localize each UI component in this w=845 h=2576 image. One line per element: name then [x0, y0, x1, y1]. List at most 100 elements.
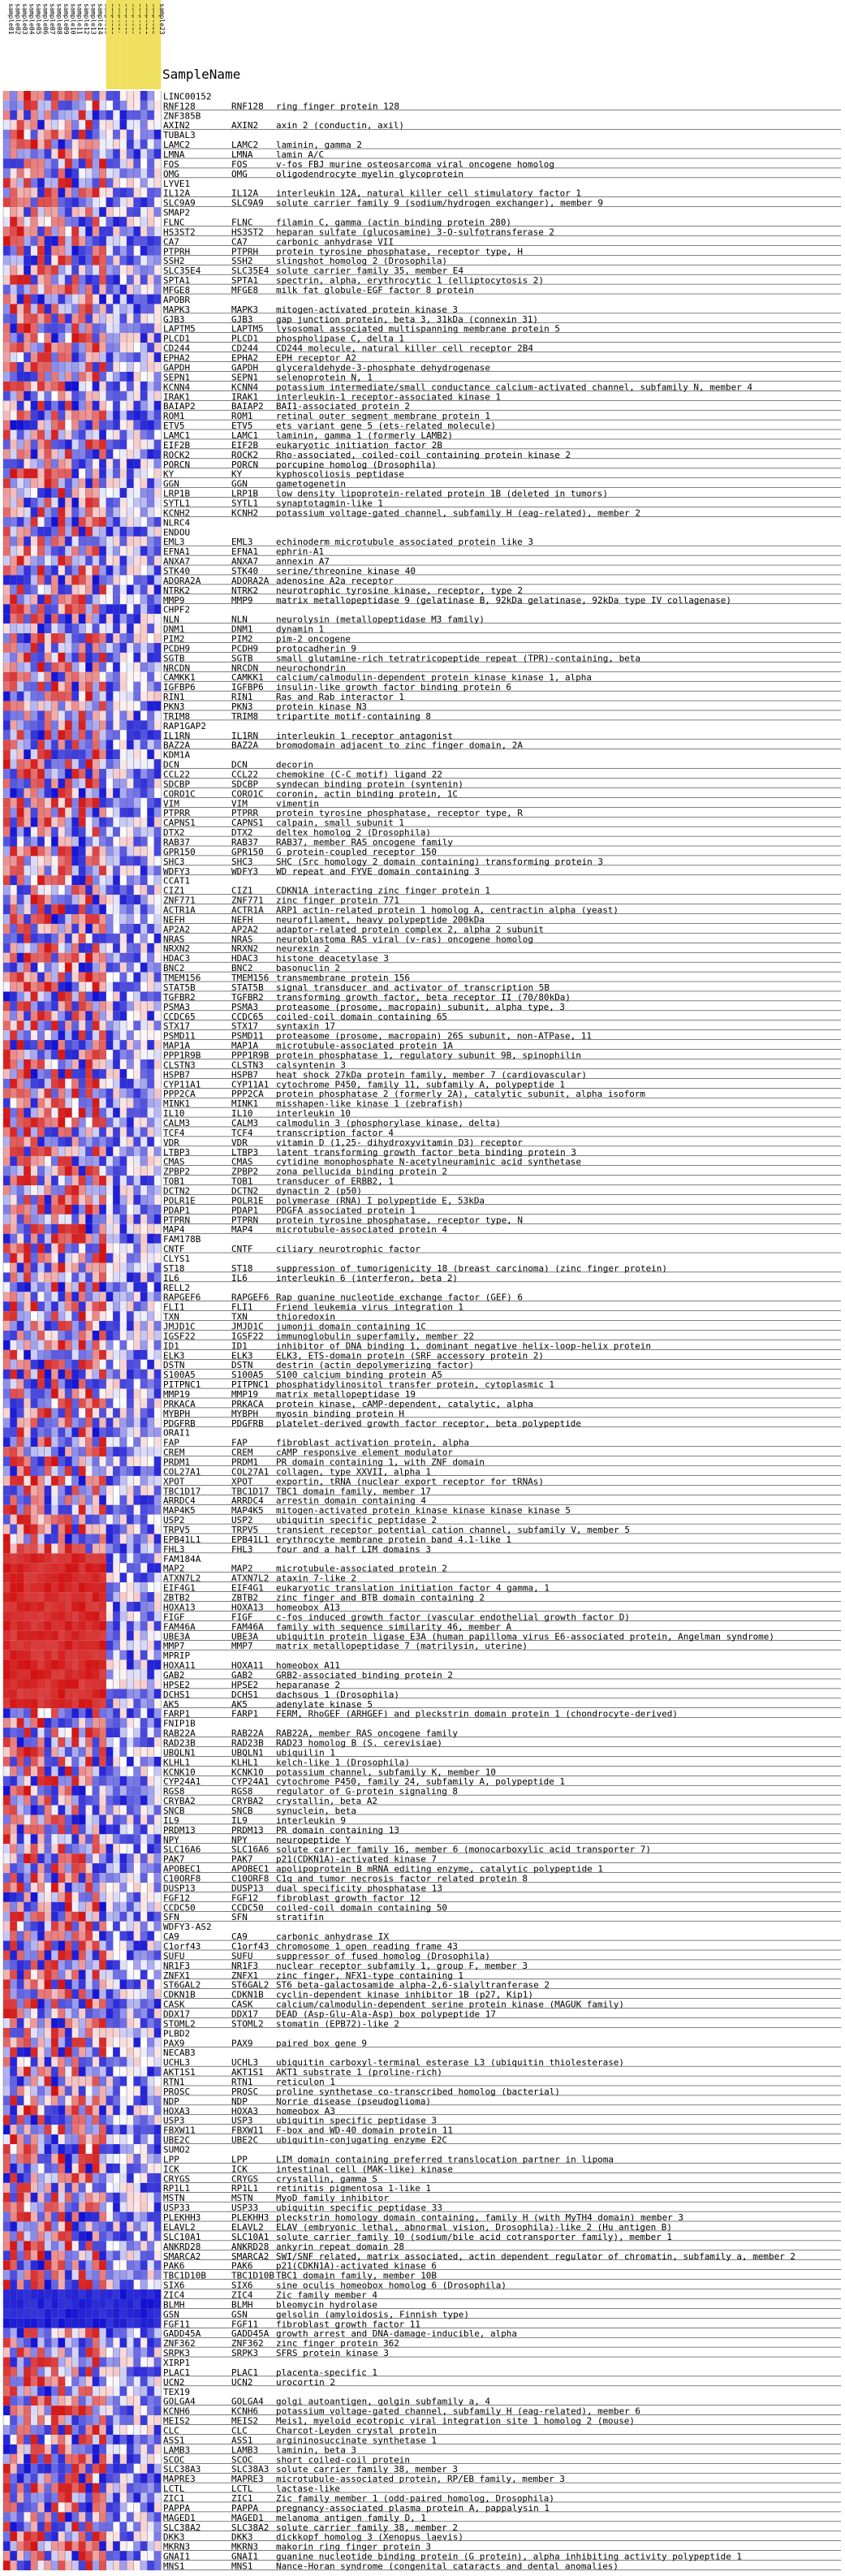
heatmap-cell — [10, 1223, 17, 1234]
heatmap-cell — [106, 624, 114, 634]
heatmap-cell — [113, 1756, 120, 1767]
heatmap-cell — [78, 188, 86, 198]
heatmap-cell — [85, 2066, 93, 2077]
heatmap-cell — [92, 2047, 100, 2057]
heatmap-cell — [78, 168, 86, 179]
heatmap-cell — [44, 1088, 52, 1098]
heatmap-cell — [140, 1059, 148, 1069]
heatmap-cell — [58, 158, 66, 169]
heatmap-cell — [10, 943, 17, 953]
heatmap-cell — [113, 1243, 120, 1253]
heatmap-cell — [106, 914, 114, 924]
heatmap-cell — [37, 1776, 45, 1786]
heatmap-cell — [85, 274, 93, 285]
heatmap-cell — [24, 149, 31, 159]
heatmap-cell — [127, 875, 134, 886]
heatmap-cell — [37, 1543, 45, 1554]
heatmap-cell — [71, 178, 79, 188]
heatmap-cell — [153, 1582, 162, 1593]
heatmap-cell — [127, 197, 134, 208]
heatmap-cell — [119, 1543, 127, 1554]
heatmap-cell — [10, 614, 17, 624]
heatmap-cell — [30, 671, 38, 682]
heatmap-cell — [127, 982, 134, 992]
heatmap-cell — [58, 614, 66, 624]
heatmap-cell — [30, 1408, 38, 1418]
heatmap-cell — [92, 923, 100, 934]
heatmap-cell — [78, 2056, 86, 2067]
heatmap-cell — [78, 1785, 86, 1796]
heatmap-cell — [85, 1911, 93, 1922]
heatmap-cell — [127, 720, 134, 731]
heatmap-cell — [113, 1514, 120, 1525]
heatmap-cell — [10, 410, 17, 421]
heatmap-cell — [71, 227, 79, 236]
heatmap-cell — [51, 207, 58, 218]
heatmap-cell — [16, 188, 24, 198]
heatmap-cell — [58, 991, 66, 1002]
heatmap-cell — [30, 381, 38, 391]
heatmap-cell — [78, 2086, 86, 2096]
heatmap-cell — [133, 797, 140, 808]
heatmap-cell — [65, 410, 72, 421]
heatmap-cell — [140, 2009, 148, 2019]
heatmap-cell — [119, 1369, 127, 1379]
heatmap-cell — [37, 1040, 45, 1051]
heatmap-cell — [65, 1844, 72, 1854]
heatmap-cell — [16, 1911, 24, 1922]
heatmap-cell — [140, 343, 148, 353]
heatmap-cell — [71, 1088, 79, 1098]
heatmap-cell — [78, 1728, 86, 1738]
heatmap-cell — [106, 1185, 114, 1195]
heatmap-cell — [99, 1331, 106, 1340]
heatmap-cell — [147, 1437, 154, 1448]
heatmap-cell — [78, 294, 86, 304]
heatmap-cell — [85, 691, 93, 701]
heatmap-cell — [58, 982, 66, 992]
heatmap-cell — [3, 304, 11, 314]
heatmap-cell — [78, 991, 86, 1002]
heatmap-cell — [92, 1437, 100, 1448]
heatmap-cell — [51, 787, 58, 798]
heatmap-cell — [140, 923, 148, 934]
heatmap-cell — [16, 1117, 24, 1128]
heatmap-cell — [147, 826, 154, 837]
heatmap-cell — [37, 730, 45, 740]
heatmap-cell — [113, 1543, 120, 1554]
heatmap-cell — [58, 2027, 66, 2038]
heatmap-cell — [147, 100, 154, 110]
heatmap-cell — [92, 1592, 100, 1603]
heatmap-cell — [127, 1950, 134, 1961]
heatmap-cell — [24, 982, 31, 992]
heatmap-cell — [140, 2115, 148, 2125]
heatmap-cell — [24, 2144, 31, 2155]
heatmap-cell — [153, 1214, 162, 1224]
heatmap-cell — [153, 1795, 162, 1806]
heatmap-cell — [71, 323, 79, 334]
heatmap-cell — [37, 149, 45, 159]
heatmap-cell — [133, 933, 140, 943]
heatmap-cell — [153, 2163, 162, 2173]
heatmap-cell — [92, 1543, 100, 1554]
heatmap-cell — [78, 1940, 86, 1951]
heatmap-cell — [30, 1098, 38, 1108]
heatmap-cell — [147, 439, 154, 450]
heatmap-cell — [147, 585, 154, 595]
heatmap-cell — [10, 352, 17, 363]
heatmap-cell — [119, 168, 127, 179]
heatmap-cell — [106, 787, 114, 798]
heatmap-cell — [85, 730, 93, 740]
heatmap-cell — [44, 2154, 52, 2164]
heatmap-cell — [99, 1650, 106, 1660]
heatmap-cell — [147, 991, 154, 1002]
heatmap-cell — [71, 2037, 79, 2047]
heatmap-cell — [113, 671, 120, 682]
heatmap-cell — [71, 933, 79, 943]
heatmap-cell — [44, 1127, 52, 1137]
heatmap-cell — [58, 1107, 66, 1118]
heatmap-cell — [140, 681, 148, 692]
heatmap-cell — [85, 352, 93, 363]
heatmap-cell — [30, 245, 38, 256]
heatmap-cell — [65, 2076, 72, 2086]
heatmap-cell — [65, 1640, 72, 1650]
